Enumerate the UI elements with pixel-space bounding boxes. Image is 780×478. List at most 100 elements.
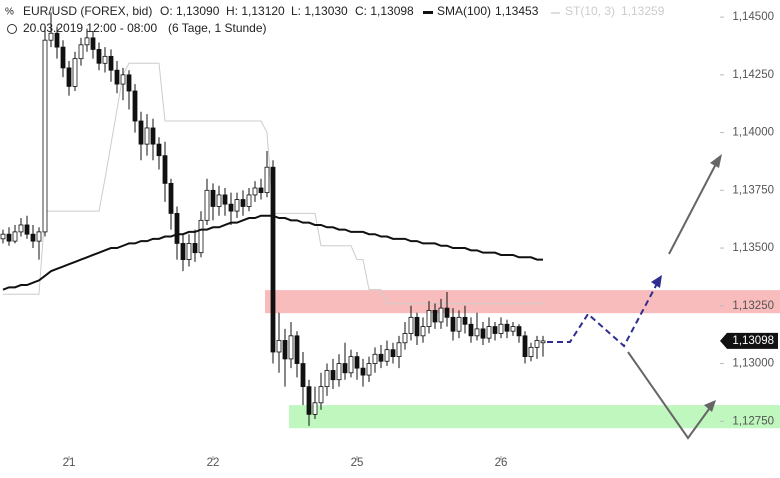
candle-body: [258, 187, 264, 194]
candle-body: [384, 349, 390, 362]
arrow-down: [627, 351, 713, 440]
candle-body: [36, 231, 42, 242]
candle-body: [408, 316, 414, 334]
x-tick-label: 21: [63, 457, 76, 469]
last-price-label: 1,13098: [732, 335, 774, 347]
y-tick-label: 1,13000: [732, 358, 774, 370]
candle-body: [522, 335, 528, 358]
candle-body: [318, 386, 324, 404]
y-tick-label: 1,13500: [732, 242, 774, 254]
candle-body: [282, 340, 288, 360]
clock-icon: [7, 24, 17, 34]
candle-body: [402, 333, 408, 344]
candle-body: [516, 326, 522, 337]
sma-value: 1,13453: [495, 4, 539, 18]
candle-body: [354, 356, 360, 369]
candle-body: [228, 203, 234, 212]
candle-body: [24, 224, 30, 235]
low: L: 1,13030: [291, 4, 348, 18]
candle-body: [180, 243, 186, 261]
candle-body: [312, 402, 318, 415]
candle-body: [528, 346, 534, 358]
candle-body: [462, 316, 468, 325]
last-price-box: [720, 332, 778, 349]
arrowhead: [710, 154, 722, 168]
candle-body: [336, 363, 342, 381]
candle-body: [114, 69, 120, 85]
candle-body: [306, 386, 312, 415]
candle-body: [264, 166, 270, 194]
zone: [265, 290, 780, 314]
sma-name: SMA(100): [437, 4, 491, 18]
candle-body: [432, 310, 438, 323]
candle-body: [0, 233, 6, 240]
candle-body: [324, 370, 330, 388]
period: (6 Tage, 1 Stunde): [168, 21, 267, 35]
candle-body: [426, 310, 432, 327]
candle-body: [276, 340, 282, 353]
candle-body: [480, 328, 486, 339]
candle-body: [54, 32, 60, 48]
candle-body: [360, 367, 366, 376]
sma-swatch: [423, 11, 433, 14]
y-tick-label: 1,14500: [732, 11, 774, 23]
zone: [289, 405, 780, 429]
candle-body: [90, 37, 96, 50]
candle-body: [204, 189, 210, 221]
candle-body: [192, 243, 198, 254]
candle-body: [342, 363, 348, 374]
candle-body: [486, 326, 492, 339]
open: O: 1,13090: [160, 4, 220, 18]
candle-body: [498, 323, 504, 334]
candle-body: [252, 187, 258, 196]
candle-body: [144, 127, 150, 145]
candle-body: [168, 182, 174, 214]
candle-body: [378, 353, 384, 362]
candle-body: [474, 328, 480, 337]
candle-body: [270, 166, 276, 353]
candle-body: [6, 233, 12, 242]
close: C: 1,13098: [355, 4, 414, 18]
candle-body: [18, 224, 24, 233]
candle-body: [132, 90, 138, 122]
candle-body: [48, 32, 54, 41]
candle-body: [150, 127, 156, 145]
y-tick-label: 1,14000: [732, 127, 774, 139]
y-tick-label: 1,12750: [732, 415, 774, 427]
candle-body: [120, 74, 126, 85]
candle-body: [60, 46, 66, 69]
y-tick-label: 1,13750: [732, 184, 774, 196]
candle-body: [246, 194, 252, 207]
arrow-up: [668, 159, 719, 255]
candle-body: [96, 49, 102, 64]
arrowhead: [704, 400, 716, 412]
candle-body: [42, 39, 48, 233]
candle-body: [78, 44, 84, 60]
candle-body: [138, 120, 144, 145]
zones: [265, 290, 780, 429]
x-tick-label: 22: [207, 457, 220, 469]
candle-body: [468, 323, 474, 337]
candle-body: [156, 143, 162, 157]
candle-body: [510, 326, 516, 332]
candle-body: [438, 307, 444, 323]
st-swatch: [551, 12, 560, 14]
sma-line: [2, 214, 543, 291]
candle-body: [492, 326, 498, 334]
candle-body: [534, 340, 540, 348]
candle-body: [294, 335, 300, 364]
candle-body: [162, 155, 168, 184]
projection-dashed: [547, 277, 661, 348]
candle-body: [330, 370, 336, 381]
x-tick-label: 26: [495, 457, 508, 469]
candle-body: [216, 194, 222, 207]
candle-body: [504, 323, 510, 332]
candle-body: [540, 340, 546, 344]
candle-body: [240, 199, 246, 207]
header: % EUR/USD (FOREX, bid) O: 1,13090 H: 1,1…: [5, 4, 665, 35]
candle-body: [30, 233, 36, 242]
candle-body: [390, 349, 396, 358]
candle-body: [348, 356, 354, 374]
candle-body: [72, 58, 78, 87]
x-tick-label: 25: [351, 457, 364, 469]
